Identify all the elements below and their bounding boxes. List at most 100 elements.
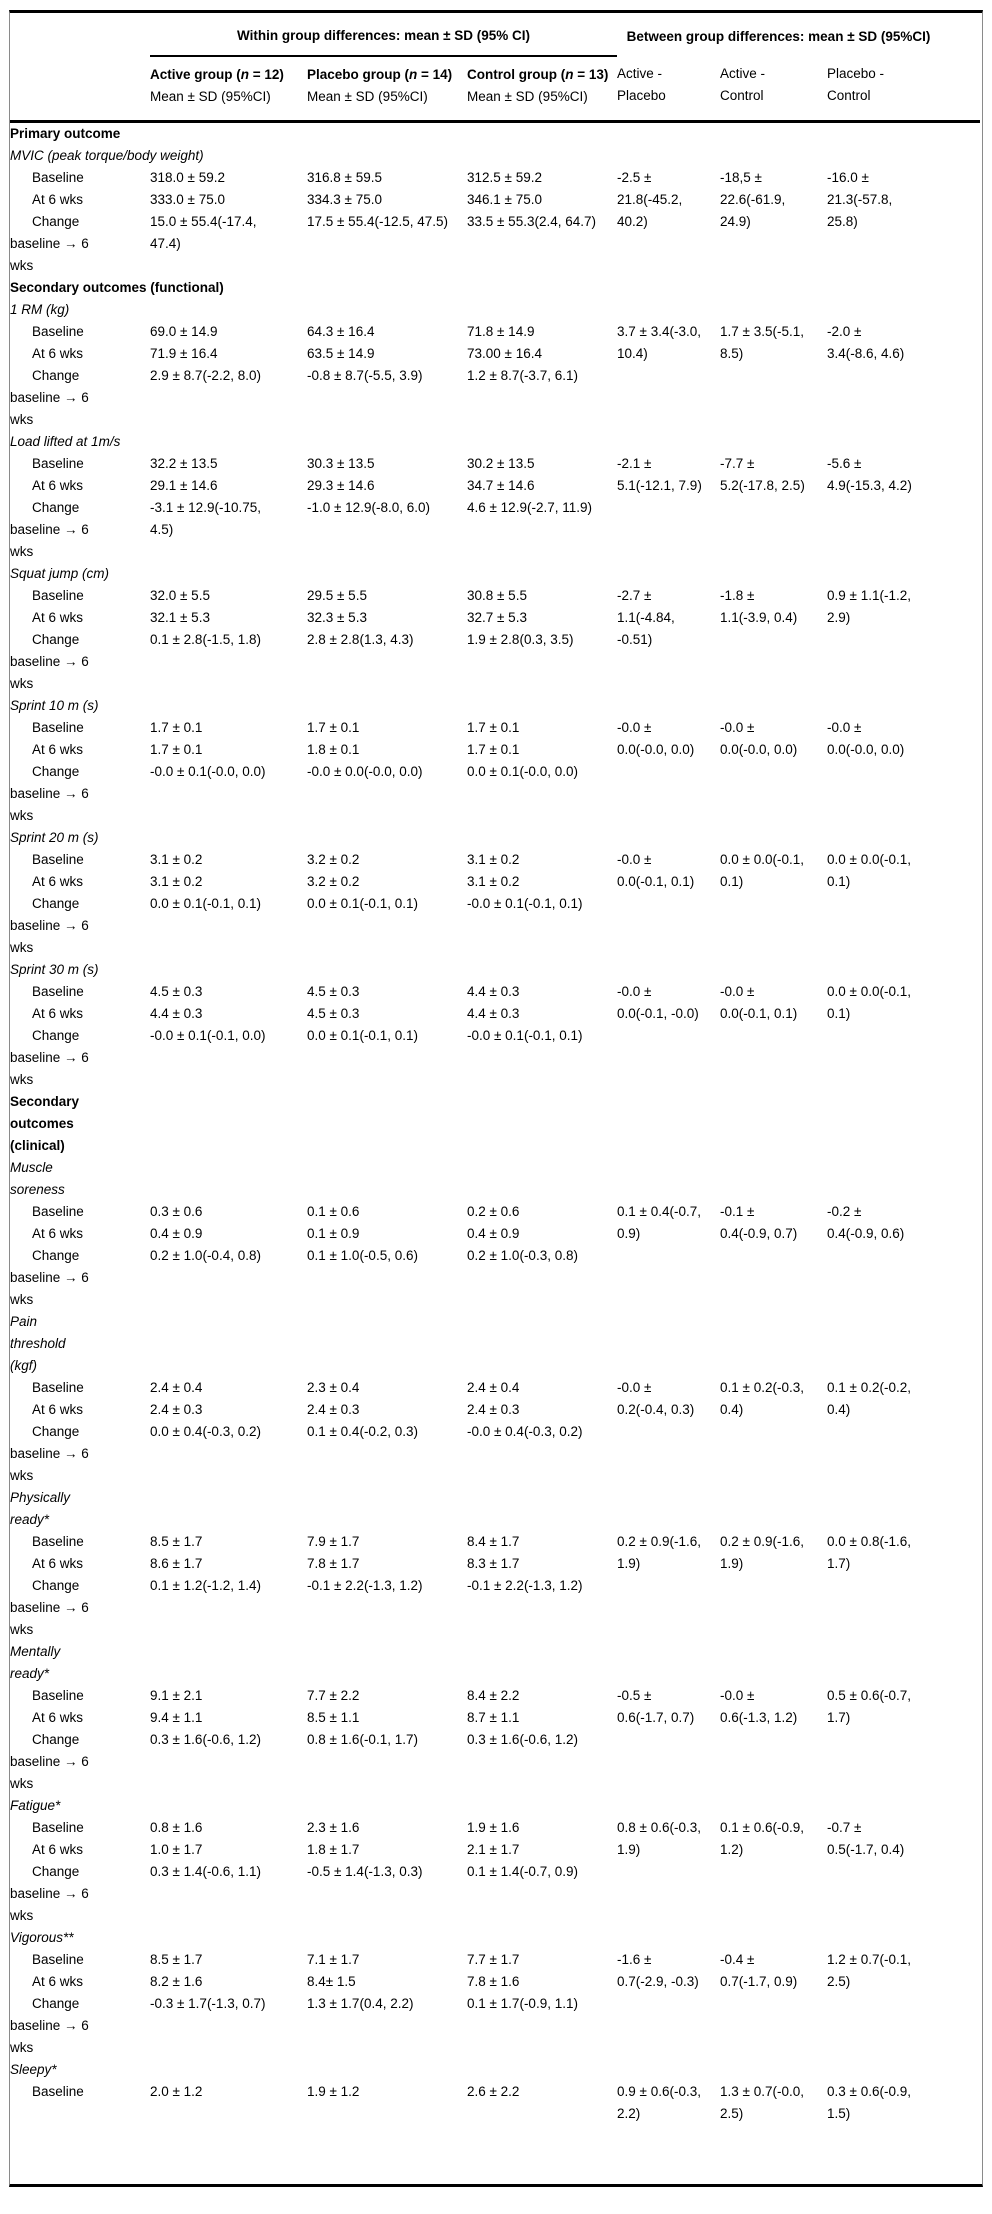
section-header: Secondary outcomes (functional) [10, 280, 224, 295]
value-cell: 8.2 ± 1.6 [150, 1974, 203, 1989]
value-cell: 0.1 ± 1.2(-1.2, 1.4) [150, 1578, 261, 1593]
change-row: Change baseline → 6 wks 0.1 ± 1.2(-1.2, 1… [10, 1575, 980, 1641]
value-cell: 7.7 ± 1.7 [467, 1952, 520, 1967]
between-value-cell: 0.1 ± 0.2(-0.2, 0.4) [827, 1380, 911, 1417]
value-cell: 0.1 ± 0.6 [307, 1204, 360, 1219]
row-label-baseline: Baseline [32, 170, 84, 185]
value-cell: 33.5 ± 55.3(2.4, 64.7) [467, 214, 596, 229]
change-row: Change baseline → 6 wks 0.1 ± 2.8(-1.5, 1… [10, 629, 980, 695]
value-cell: 1.9 ± 1.6 [467, 1820, 520, 1835]
value-cell: 0.3 ± 0.6 [150, 1204, 203, 1219]
value-cell: 0.0 ± 0.1(-0.1, 0.1) [307, 1028, 418, 1043]
between-value-cell: -0.7 ± 0.5(-1.7, 0.4) [827, 1820, 905, 1857]
between-value-cell: -0.0 ± 0.0(-0.0, 0.0) [827, 720, 905, 757]
value-cell: 1.9 ± 2.8(0.3, 3.5) [467, 632, 574, 647]
outcome-label-row: Sleepy* [10, 2059, 980, 2081]
at-6-wks-row: At 6 wks 1.7 ± 0.1 1.8 ± 0.1 1.7 ± 0.1 [10, 739, 980, 761]
baseline-row: Baseline 0.8 ± 1.6 2.3 ± 1.6 1.9 ± 1.6 0.8 ±… [10, 1817, 980, 1857]
between-value-cell: 1.7 ± 3.5(-5.1, 8.5) [720, 324, 804, 361]
group-name-bold: Active group ( [150, 67, 241, 82]
outcome-label-row: Sprint 30 m (s) [10, 959, 980, 981]
value-cell: 63.5 ± 14.9 [307, 346, 375, 361]
between-value-cell: 0.9 ± 1.1(-1.2, 2.9) [827, 588, 911, 625]
value-cell: 0.1 ± 1.7(-0.9, 1.1) [467, 1996, 578, 2011]
outcome-label: Pain threshold (kgf) [10, 1314, 66, 1373]
between-value-cell: 0.0 ± 0.0(-0.1, 0.1) [827, 984, 911, 1021]
row-label-baseline: Baseline [32, 1688, 84, 1703]
between-value-cell: -0.4 ± 0.7(-1.7, 0.9) [720, 1952, 798, 1989]
value-cell: -0.5 ± 1.4(-1.3, 0.3) [307, 1864, 423, 1879]
outcome-label-row: Fatigue* [10, 1795, 980, 1817]
value-cell: -0.0 ± 0.4(-0.3, 0.2) [467, 1424, 583, 1439]
value-cell: 1.7 ± 0.1 [150, 742, 203, 757]
value-cell: 1.8 ± 0.1 [307, 742, 360, 757]
empty-cell [307, 1927, 467, 1949]
empty-cell [467, 1487, 617, 1531]
value-cell: 3.1 ± 0.2 [467, 852, 520, 867]
value-cell: 2.4 ± 0.3 [467, 1402, 520, 1417]
group-name-bold: Placebo group ( [307, 67, 410, 82]
value-cell: 8.5 ± 1.7 [150, 1534, 203, 1549]
at-6-wks-row: At 6 wks 0.4 ± 0.9 0.1 ± 0.9 0.4 ± 0.9 [10, 1223, 980, 1245]
value-cell: 0.0 ± 0.1(-0.1, 0.1) [307, 896, 418, 911]
group-n-symbol: n [409, 67, 418, 82]
outcome-label: Squat jump (cm) [10, 566, 110, 581]
at-6-wks-row: At 6 wks 333.0 ± 75.0 334.3 ± 75.0 346.1 ± … [10, 189, 980, 211]
group-measure-label: Mean ± SD (95%CI) [150, 89, 271, 104]
change-row: Change baseline → 6 wks 0.0 ± 0.1(-0.1, 0… [10, 893, 980, 959]
results-table-header: Within group differences: mean ± SD (95%… [10, 13, 981, 123]
change-row: Change baseline → 6 wks 15.0 ± 55.4(-17.4… [10, 211, 980, 277]
between-value-cell: -2.7 ± 1.1(-4.84, -0.51) [617, 588, 675, 647]
row-label-baseline: Baseline [32, 1952, 84, 1967]
row-label-change: Change baseline → 6 wks [10, 1424, 89, 1483]
baseline-row: Baseline 318.0 ± 59.2 316.8 ± 59.5 312.5 ± … [10, 167, 980, 229]
value-cell: 34.7 ± 14.6 [467, 478, 535, 493]
value-cell: 8.4 ± 2.2 [467, 1688, 520, 1703]
empty-cell [467, 1311, 617, 1377]
value-cell: 2.8 ± 2.8(1.3, 4.3) [307, 632, 414, 647]
between-value-cell: 3.7 ± 3.4(-3.0, 10.4) [617, 324, 701, 361]
row-label-at-6-wks: At 6 wks [32, 1556, 84, 1571]
at-6-wks-row: At 6 wks 29.1 ± 14.6 29.3 ± 14.6 34.7 ± 14.… [10, 475, 980, 497]
row-label-baseline: Baseline [32, 588, 84, 603]
empty-cell [307, 1311, 467, 1377]
value-cell: 30.2 ± 13.5 [467, 456, 535, 471]
value-cell: 0.0 ± 0.4(-0.3, 0.2) [150, 1424, 261, 1439]
value-cell: 0.2 ± 1.0(-0.3, 0.8) [467, 1248, 578, 1263]
value-cell: 32.2 ± 13.5 [150, 456, 218, 471]
group-n-value: = 12) [249, 67, 284, 82]
section-header-row: Secondary outcomes (clinical) [10, 1091, 980, 1157]
value-cell: 2.4 ± 0.3 [150, 1402, 203, 1417]
group-measure-label: Mean ± SD (95%CI) [307, 89, 428, 104]
value-cell: 1.9 ± 1.2 [307, 2084, 360, 2099]
between-value-cell: -0.5 ± 0.6(-1.7, 0.7) [617, 1688, 695, 1725]
change-row: Change baseline → 6 wks -3.1 ± 12.9(-10.7… [10, 497, 980, 563]
value-cell: 0.4 ± 0.9 [467, 1226, 520, 1241]
empty-cell [150, 2059, 307, 2081]
empty-cell [617, 1487, 720, 1531]
value-cell: 334.3 ± 75.0 [307, 192, 382, 207]
outcome-label: Mentally ready* [10, 1644, 61, 1681]
at-6-wks-row: At 6 wks 1.0 ± 1.7 1.8 ± 1.7 2.1 ± 1.7 [10, 1839, 980, 1861]
value-cell: 1.0 ± 1.7 [150, 1842, 203, 1857]
baseline-row: Baseline 9.1 ± 2.1 7.7 ± 2.2 8.4 ± 2.2 -0.5 … [10, 1685, 980, 1725]
value-cell: 32.0 ± 5.5 [150, 588, 210, 603]
value-cell: 316.8 ± 59.5 [307, 170, 382, 185]
empty-cell [720, 1795, 827, 1817]
value-cell: 4.4 ± 0.3 [467, 984, 520, 999]
column-header-active-group: Active group (n = 12) Mean ± SD (95%CI) [150, 56, 307, 123]
value-cell: 1.8 ± 1.7 [307, 1842, 360, 1857]
row-label-change: Change baseline → 6 wks [10, 1864, 89, 1923]
outcome-label: MVIC (peak torque/body weight) [10, 148, 204, 163]
value-cell: 1.7 ± 0.1 [307, 720, 360, 735]
value-cell: 2.6 ± 2.2 [467, 2084, 520, 2099]
value-cell: -0.0 ± 0.1(-0.1, 0.0) [150, 1028, 266, 1043]
value-cell: 17.5 ± 55.4(-12.5, 47.5) [307, 214, 448, 229]
value-cell: -0.0 ± 0.1(-0.1, 0.1) [467, 1028, 583, 1043]
column-header-active-control: Active - Control [720, 56, 828, 123]
value-cell: 32.1 ± 5.3 [150, 610, 210, 625]
empty-cell [467, 1795, 617, 1817]
outcome-label: 1 RM (kg) [10, 302, 70, 317]
row-label-change: Change baseline → 6 wks [10, 1248, 89, 1307]
row-label-at-6-wks: At 6 wks [32, 346, 84, 361]
